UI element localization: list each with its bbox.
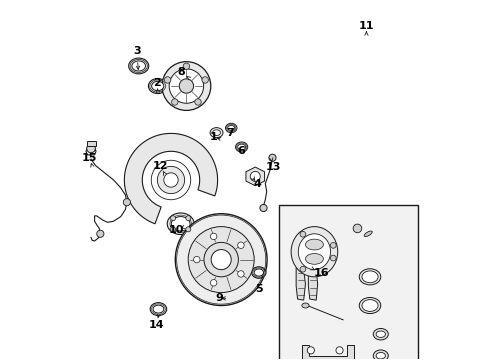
Polygon shape (301, 345, 353, 360)
Circle shape (170, 227, 175, 232)
Ellipse shape (375, 352, 385, 359)
Ellipse shape (361, 300, 377, 311)
Ellipse shape (290, 226, 337, 277)
Circle shape (185, 216, 190, 221)
Ellipse shape (372, 328, 387, 340)
Circle shape (330, 255, 335, 261)
Circle shape (211, 249, 231, 270)
Circle shape (183, 63, 189, 69)
Circle shape (306, 347, 314, 354)
Circle shape (300, 231, 305, 237)
Circle shape (194, 99, 201, 105)
Text: 3: 3 (133, 46, 141, 56)
Ellipse shape (237, 144, 245, 150)
Circle shape (97, 230, 104, 237)
Ellipse shape (150, 303, 166, 316)
Ellipse shape (298, 234, 330, 270)
Circle shape (123, 199, 130, 206)
Polygon shape (124, 134, 217, 224)
Text: 7: 7 (226, 129, 234, 138)
Ellipse shape (235, 142, 247, 152)
Ellipse shape (148, 78, 167, 94)
Circle shape (202, 77, 208, 83)
Ellipse shape (225, 123, 237, 133)
Circle shape (335, 347, 343, 354)
Circle shape (260, 204, 266, 212)
Ellipse shape (372, 350, 387, 360)
Text: 10: 10 (168, 225, 183, 235)
Circle shape (188, 226, 254, 293)
Circle shape (163, 173, 178, 187)
Text: 6: 6 (237, 146, 244, 156)
Circle shape (237, 242, 244, 248)
Circle shape (86, 144, 95, 153)
Circle shape (157, 166, 184, 194)
Polygon shape (296, 268, 305, 300)
Circle shape (210, 233, 217, 240)
Text: 14: 14 (148, 320, 164, 330)
Circle shape (179, 79, 193, 93)
Text: 12: 12 (152, 161, 168, 171)
Ellipse shape (151, 81, 163, 91)
Ellipse shape (128, 58, 148, 74)
Circle shape (237, 271, 244, 277)
Circle shape (250, 171, 260, 181)
Circle shape (268, 154, 276, 161)
Ellipse shape (132, 61, 145, 71)
Ellipse shape (254, 269, 263, 276)
Circle shape (171, 99, 178, 105)
Circle shape (175, 214, 266, 306)
Text: 9: 9 (215, 293, 223, 303)
Ellipse shape (212, 130, 220, 135)
Ellipse shape (361, 271, 377, 283)
Circle shape (210, 280, 217, 286)
Ellipse shape (305, 253, 323, 264)
Circle shape (164, 77, 170, 83)
Circle shape (162, 62, 210, 111)
Text: 15: 15 (81, 153, 97, 163)
Ellipse shape (364, 231, 371, 237)
Polygon shape (86, 141, 96, 146)
Polygon shape (308, 268, 317, 300)
Text: 1: 1 (210, 132, 218, 142)
Bar (278, 205, 418, 360)
Circle shape (352, 224, 361, 233)
Ellipse shape (301, 303, 308, 308)
Ellipse shape (375, 331, 385, 337)
Circle shape (203, 242, 238, 277)
Text: 4: 4 (253, 179, 261, 189)
Ellipse shape (305, 239, 323, 250)
Text: 8: 8 (178, 67, 185, 77)
Text: 2: 2 (152, 78, 160, 88)
Ellipse shape (359, 269, 380, 285)
Ellipse shape (210, 128, 223, 138)
Text: 11: 11 (358, 21, 373, 31)
Circle shape (330, 243, 335, 248)
Ellipse shape (359, 297, 380, 314)
Polygon shape (245, 167, 264, 186)
Circle shape (151, 160, 190, 200)
Ellipse shape (171, 217, 190, 231)
Text: 13: 13 (265, 162, 280, 172)
Circle shape (170, 216, 175, 221)
Circle shape (185, 227, 190, 232)
Circle shape (193, 256, 200, 263)
Ellipse shape (167, 213, 194, 234)
Ellipse shape (251, 267, 265, 278)
Ellipse shape (227, 126, 234, 131)
Circle shape (300, 266, 305, 272)
Ellipse shape (153, 305, 163, 313)
Circle shape (169, 69, 203, 103)
Text: 5: 5 (255, 284, 262, 294)
Text: 16: 16 (313, 268, 329, 278)
